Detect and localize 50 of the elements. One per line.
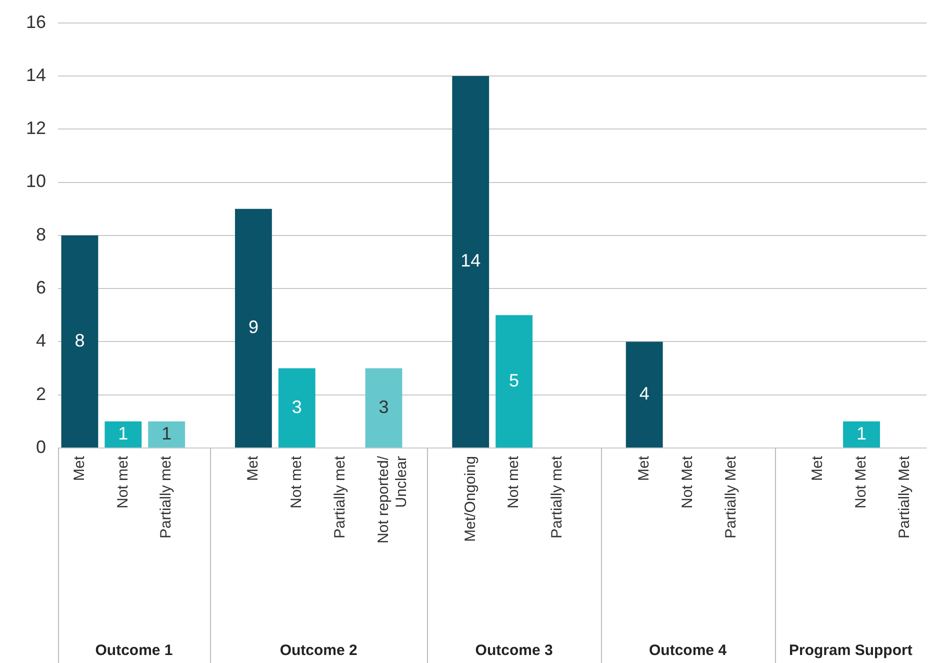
data-label: 3 (378, 396, 389, 417)
data-label: 3 (292, 396, 302, 417)
data-label: 1 (856, 423, 867, 444)
data-label: 1 (162, 423, 172, 444)
text: Outcome 3 (475, 642, 553, 660)
bar (843, 421, 880, 448)
x-tick-label: Met (244, 455, 262, 482)
y-tick-label: 2 (36, 384, 46, 404)
bar (496, 315, 533, 448)
text: Outcome 2 (280, 642, 358, 660)
y-tick-label: 6 (36, 278, 46, 298)
x-tick-label: Met (70, 455, 88, 482)
y-tick-label: 12 (26, 118, 46, 138)
x-tick-label: Met (635, 455, 652, 482)
x-tick-label: Not met (505, 455, 522, 509)
x-tick-label: Met/Ongoing (462, 456, 479, 542)
x-tick-label: Not Met (678, 455, 696, 509)
bar (148, 421, 186, 448)
bar (234, 208, 272, 448)
text: Program Support (788, 642, 912, 660)
x-tick-label: Not met (114, 455, 132, 509)
y-tick-label: 10 (26, 171, 46, 192)
y-tick-label: 16 (26, 12, 46, 32)
bar (452, 76, 490, 448)
text: Outcome 1 (95, 642, 173, 660)
x-tick-label: Partially Met (896, 455, 914, 539)
data-label: 4 (639, 384, 650, 404)
bar (365, 368, 402, 448)
x-tick-label: Partially Met (722, 455, 740, 539)
y-tick-label: 0 (36, 436, 46, 457)
x-tick-label: Partially met (331, 455, 348, 539)
x-tick-label: Partially met (548, 455, 566, 539)
y-tick-label: 8 (36, 224, 46, 244)
x-tick-label: Not met (288, 455, 306, 509)
data-label: 1 (118, 423, 128, 444)
text: Outcome 4 (649, 642, 728, 660)
x-tick-label: Not Met (852, 455, 870, 509)
x-tick-label: Partially met (158, 455, 175, 539)
x-tick-label: Not reported/ Unclear (374, 455, 410, 544)
data-label: 9 (248, 317, 258, 338)
y-tick-label: 14 (26, 64, 46, 85)
bar (61, 235, 98, 448)
y-tick-label: 4 (36, 330, 46, 351)
data-label: 8 (74, 330, 85, 350)
data-label: 5 (509, 370, 520, 390)
bar (278, 368, 316, 448)
bar (626, 342, 663, 448)
data-label: 14 (460, 250, 481, 271)
x-tick-label: Met (809, 455, 826, 482)
bar (104, 421, 142, 448)
